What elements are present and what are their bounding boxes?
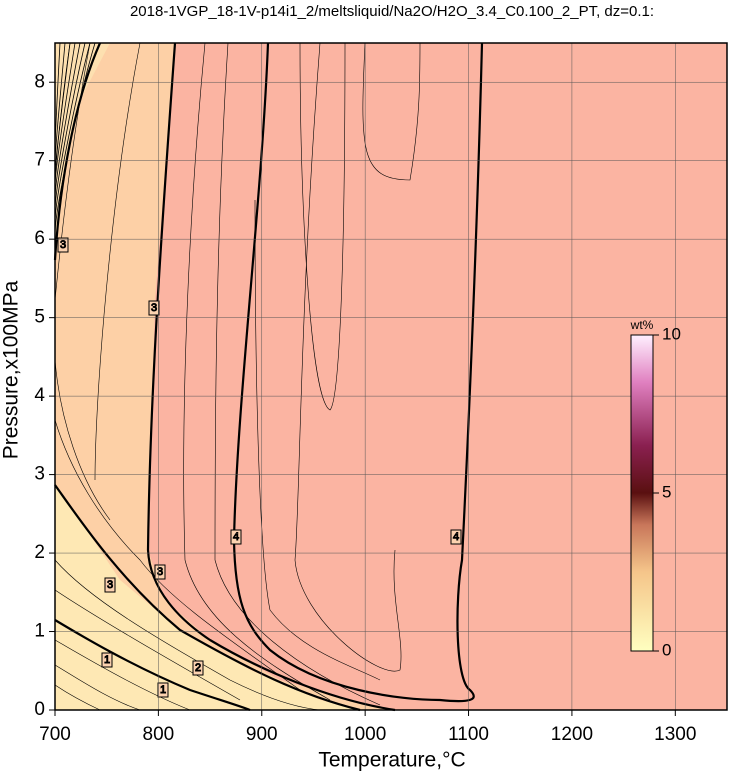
plot-frame bbox=[54, 42, 728, 711]
contour-label: 3 bbox=[60, 239, 66, 251]
y-tick-label: 7 bbox=[34, 150, 45, 171]
contour-line bbox=[54, 359, 111, 521]
contour-label-bg bbox=[101, 652, 113, 668]
contour-label: 1 bbox=[160, 684, 166, 696]
x-tick-label: 1000 bbox=[344, 724, 386, 745]
x-tick-label: 1100 bbox=[448, 724, 489, 745]
contour-line bbox=[54, 559, 321, 711]
y-tick-label: 8 bbox=[34, 71, 45, 92]
y-tick-label: 1 bbox=[34, 621, 45, 642]
x-axis-label: Temperature,°C bbox=[318, 749, 465, 772]
contours: 1 1 2 3 3 3 3 4 4 bbox=[53, 42, 484, 712]
chart-title: 2018-1VGP_18-1V-p14i1_2/meltsliquid/Na2O… bbox=[130, 3, 654, 20]
colorbar-label: wt% bbox=[630, 318, 654, 332]
colorbar bbox=[630, 334, 654, 652]
x-tick-label: 800 bbox=[143, 724, 175, 745]
contour-line bbox=[54, 684, 101, 711]
contour-line bbox=[54, 589, 241, 701]
contour-line bbox=[362, 42, 421, 181]
y-tick-label: 2 bbox=[34, 542, 45, 563]
y-tick-label: 0 bbox=[34, 699, 45, 720]
contour-line bbox=[54, 664, 141, 711]
contour-label: 3 bbox=[107, 579, 113, 591]
colorbar-tick-label: 10 bbox=[662, 324, 681, 343]
contour-label-bg bbox=[230, 529, 242, 545]
contour-line bbox=[54, 42, 96, 235]
y-tick-label: 3 bbox=[34, 464, 45, 485]
colorbar-tick-label: 5 bbox=[662, 482, 671, 501]
contour-level-line bbox=[146, 42, 396, 712]
contour-label-bg bbox=[57, 237, 69, 253]
contour-line bbox=[54, 42, 91, 223]
x-tick-label: 1300 bbox=[654, 724, 696, 745]
region bbox=[55, 43, 395, 710]
contour-line bbox=[54, 42, 91, 301]
contour-line bbox=[299, 42, 346, 411]
plot-area bbox=[55, 43, 727, 710]
contour-label-bg bbox=[192, 660, 204, 676]
contour-line bbox=[254, 199, 381, 681]
contour-line bbox=[214, 42, 381, 706]
contour-line bbox=[54, 419, 301, 691]
y-tick-label: 4 bbox=[34, 385, 45, 406]
contour-label: 2 bbox=[195, 662, 201, 674]
contour-level-line bbox=[232, 42, 484, 703]
contour-label: 1 bbox=[104, 654, 110, 666]
contour-level-line bbox=[54, 619, 251, 712]
contour-label: 4 bbox=[233, 531, 239, 543]
y-axis-label: Pressure,x100MPa bbox=[0, 280, 23, 459]
y-tick-label: 5 bbox=[34, 307, 45, 328]
contour-label-bg bbox=[450, 529, 462, 545]
contour-label: 4 bbox=[453, 531, 459, 543]
contour-level-line bbox=[54, 484, 361, 712]
colorbar-tick-label: 0 bbox=[662, 640, 671, 659]
contour-label-bg bbox=[104, 577, 116, 593]
contour-label-bg bbox=[148, 300, 160, 316]
contour-line bbox=[54, 639, 191, 711]
contour-line bbox=[183, 42, 331, 701]
y-tick-label: 6 bbox=[34, 228, 45, 249]
contour-line bbox=[94, 42, 141, 481]
x-tick-label: 900 bbox=[246, 724, 278, 745]
region bbox=[55, 43, 110, 260]
contour-label: 3 bbox=[157, 566, 163, 578]
contour-label-bg bbox=[154, 564, 166, 580]
contour-label: 3 bbox=[151, 302, 157, 314]
x-tick-label: 700 bbox=[39, 724, 71, 745]
x-tick-label: 1200 bbox=[551, 724, 593, 745]
contour-label-bg bbox=[157, 682, 169, 698]
contour-line bbox=[294, 42, 402, 672]
region bbox=[55, 485, 360, 710]
